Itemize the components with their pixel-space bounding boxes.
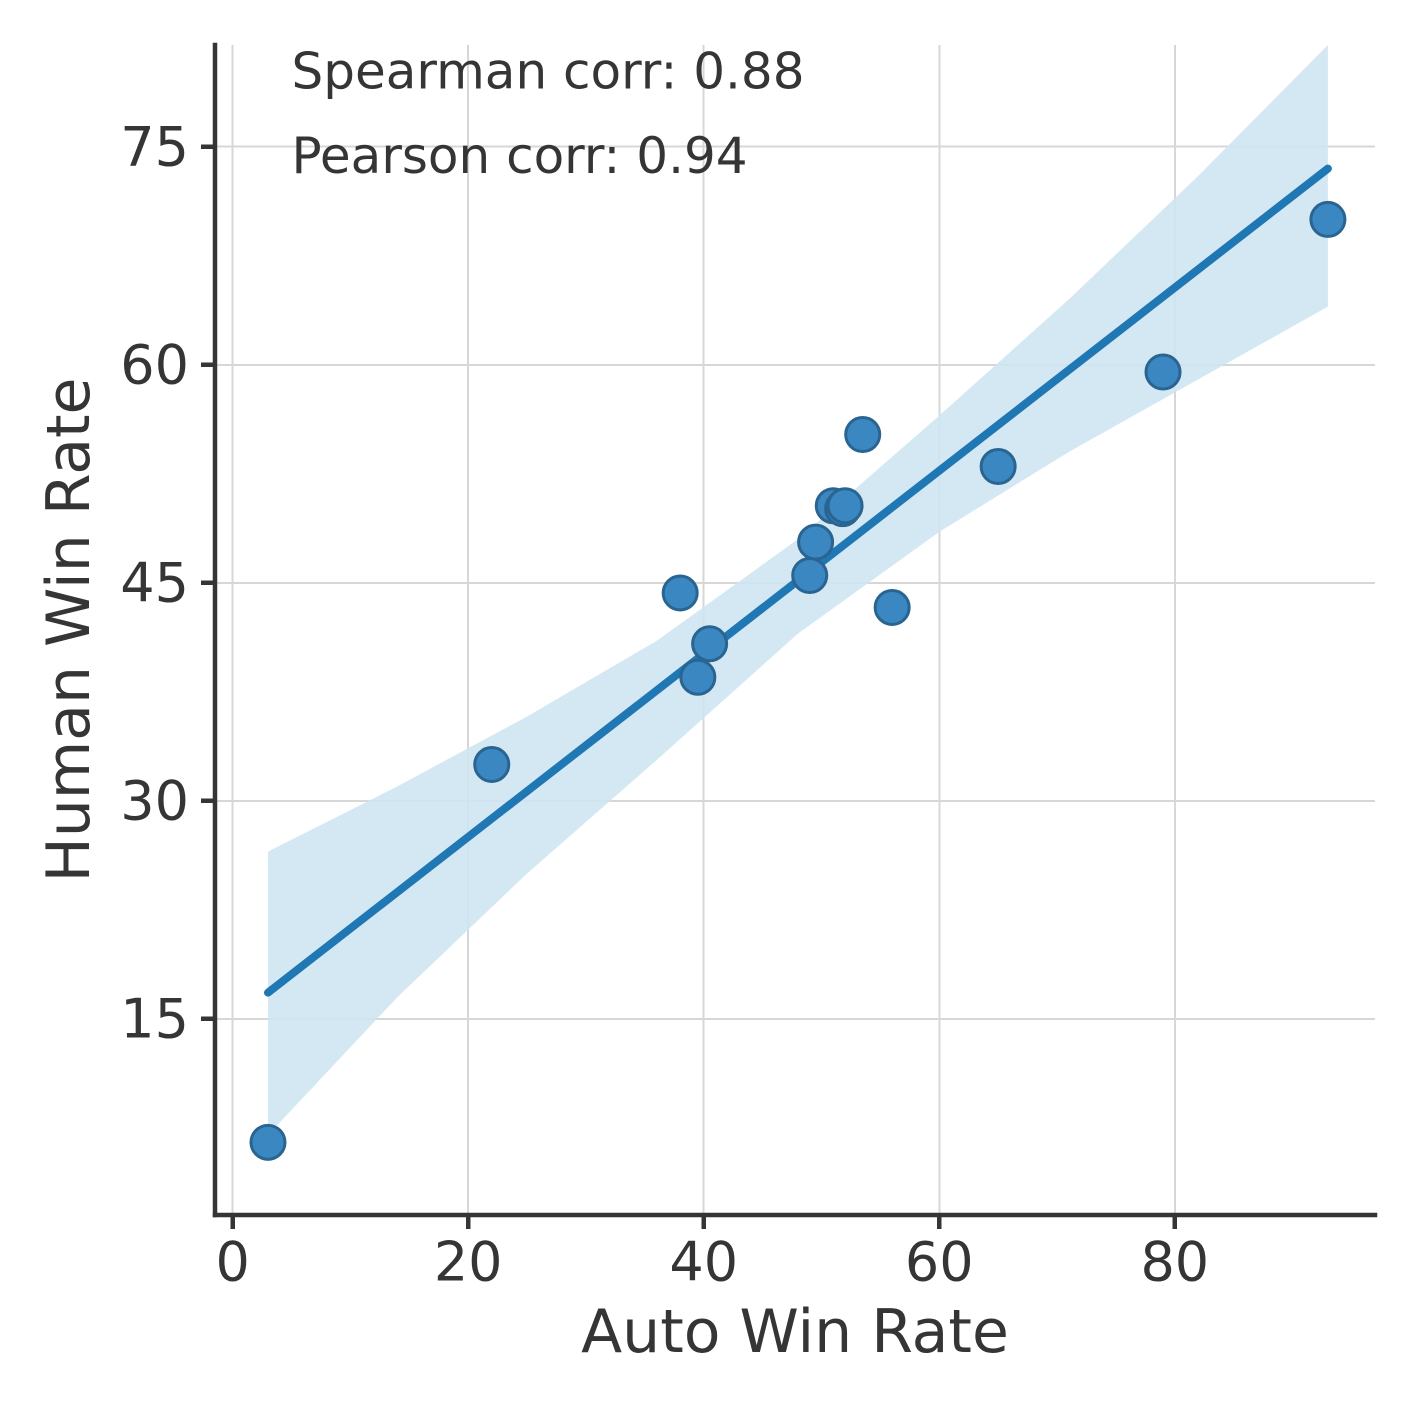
x-tick-label: 0 bbox=[215, 1230, 249, 1293]
data-point bbox=[799, 525, 833, 559]
data-point bbox=[1311, 202, 1345, 236]
data-point bbox=[1146, 355, 1180, 389]
data-point bbox=[681, 660, 715, 694]
x-tick-label: 20 bbox=[434, 1230, 503, 1293]
y-tick-label: 60 bbox=[120, 334, 189, 397]
data-point bbox=[846, 418, 880, 452]
data-point bbox=[793, 558, 827, 592]
y-tick-label: 45 bbox=[120, 552, 189, 615]
y-tick-label: 75 bbox=[120, 116, 189, 179]
data-point bbox=[875, 590, 909, 624]
chart-svg: 0 20 40 60 80 15 30 45 60 75 Auto Win Rate Human Wi… bbox=[0, 0, 1413, 1408]
data-point bbox=[475, 747, 509, 781]
x-tick-label: 60 bbox=[905, 1230, 974, 1293]
data-point bbox=[981, 449, 1015, 483]
data-point bbox=[828, 489, 862, 523]
data-point bbox=[251, 1125, 285, 1159]
y-axis-label: Human Win Rate bbox=[34, 378, 104, 883]
x-tick-label: 80 bbox=[1140, 1230, 1209, 1293]
scatter-chart: 0 20 40 60 80 15 30 45 60 75 Auto Win Rate Human Wi… bbox=[0, 0, 1413, 1408]
data-point bbox=[693, 627, 727, 661]
x-tick-label: 40 bbox=[669, 1230, 738, 1293]
y-tick-label: 15 bbox=[120, 988, 189, 1051]
annotation-text: Pearson corr: 0.94 bbox=[292, 127, 748, 185]
data-point bbox=[663, 576, 697, 610]
x-axis-label: Auto Win Rate bbox=[581, 1297, 1009, 1367]
y-tick-label: 30 bbox=[120, 770, 189, 833]
annotation-text: Spearman corr: 0.88 bbox=[292, 43, 805, 101]
